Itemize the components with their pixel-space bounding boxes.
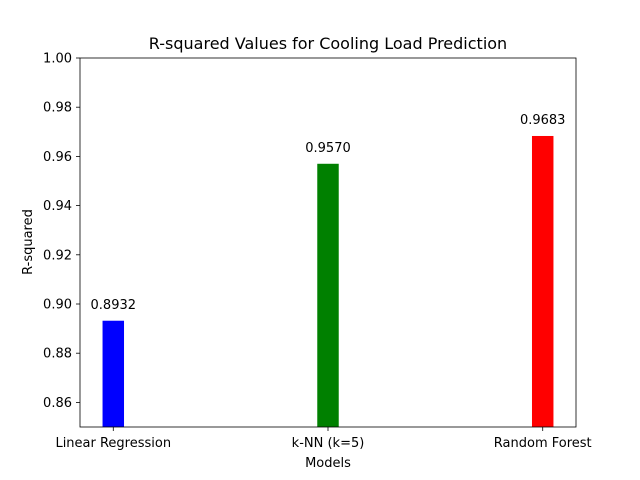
data-label: 0.8932 [91, 298, 137, 313]
plot-frame [79, 57, 577, 428]
y-tick-label: 1.00 [43, 52, 72, 67]
y-tick-label: 0.98 [43, 101, 72, 116]
data-label: 0.9570 [305, 141, 351, 156]
y-tick-label: 0.88 [43, 347, 72, 362]
y-tick-label: 0.86 [43, 396, 72, 411]
bar [102, 320, 125, 427]
bar [531, 135, 554, 427]
x-axis-label: Models [305, 456, 351, 471]
data-label: 0.9683 [520, 113, 566, 128]
x-tick-label: k-NN (k=5) [292, 436, 365, 451]
x-tick-label: Linear Regression [55, 436, 171, 451]
y-tick-label: 0.96 [43, 150, 72, 165]
y-tick-label: 0.92 [43, 248, 72, 263]
chart-title: R-squared Values for Cooling Load Predic… [149, 34, 507, 53]
y-axis-label: R-squared [21, 209, 36, 275]
y-tick-label: 0.90 [43, 298, 72, 313]
y-tick-label: 0.94 [43, 199, 72, 214]
bar [317, 163, 339, 427]
plot-area: 0.8932 0.9570 0.9683 0.86 0.88 0.90 0.92 0.94 0.… [43, 52, 592, 452]
x-tick-label: Random Forest [494, 436, 592, 451]
